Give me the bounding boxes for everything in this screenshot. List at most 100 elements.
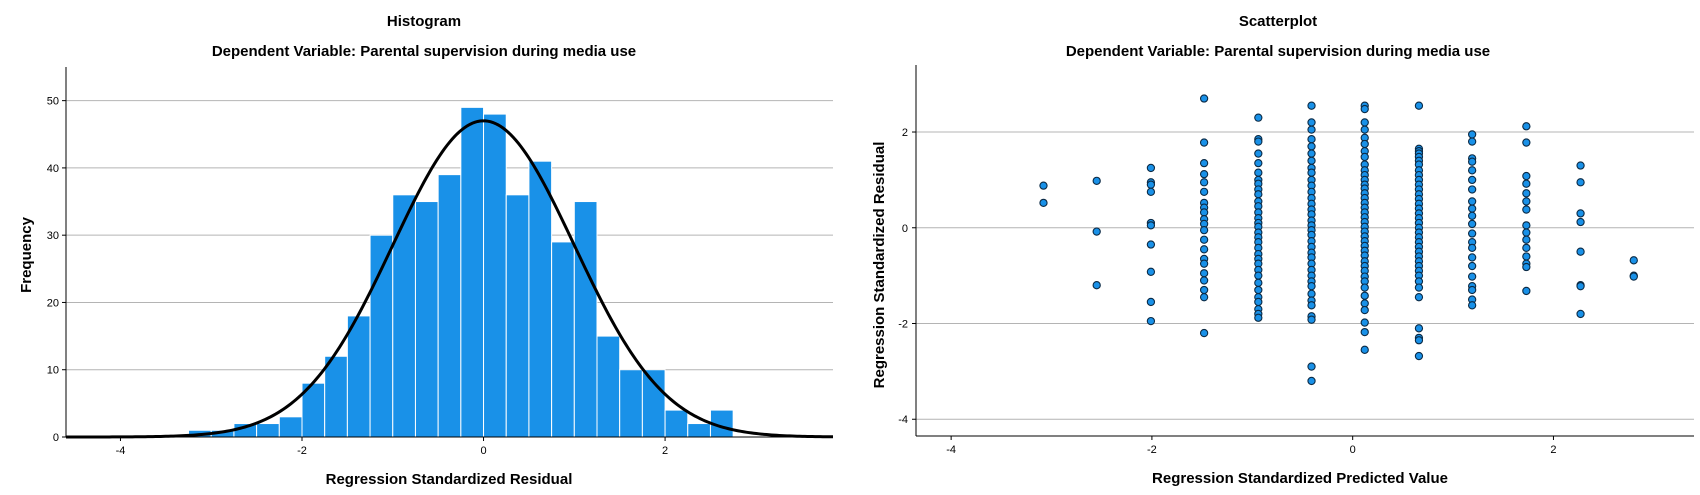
- x-tick-label: 2: [662, 445, 668, 457]
- scatter-point: [1254, 271, 1263, 280]
- histogram-bar: [392, 194, 416, 438]
- scatter-point: [1254, 190, 1263, 199]
- scatter-point: [1360, 125, 1369, 134]
- scatter-point: [1522, 228, 1531, 237]
- scatter-point: [1360, 291, 1369, 300]
- scatter-point: [1522, 179, 1531, 188]
- scatter-point: [1467, 229, 1477, 238]
- scatter-point: [1092, 227, 1101, 236]
- scatter-point: [1467, 211, 1477, 220]
- y-tick-label: 0: [902, 223, 908, 235]
- scatter-point: [1307, 282, 1316, 291]
- scatter-point: [1092, 176, 1101, 185]
- x-tick-label: -4: [116, 445, 126, 457]
- y-tick-label: 20: [47, 297, 59, 309]
- scatter-point: [1522, 262, 1531, 272]
- scatter-point: [1467, 219, 1477, 229]
- scatterplot-subtitle: Dependent Variable: Parental supervision…: [1066, 43, 1490, 60]
- scatter-point: [1199, 94, 1209, 103]
- histogram-x-axis-title: Regression Standardized Residual: [326, 471, 573, 488]
- scatter-point: [1199, 208, 1209, 217]
- scatter-point: [1199, 293, 1209, 302]
- histogram-bar: [278, 416, 303, 438]
- scatter-point: [1629, 272, 1638, 281]
- scatter-point: [1146, 240, 1156, 249]
- scatter-point: [1360, 139, 1369, 149]
- scatter-point: [1199, 158, 1209, 168]
- x-tick-label: 0: [1350, 444, 1356, 456]
- scatterplot-y-axis-title: Regression Standardized Residual: [871, 142, 888, 389]
- x-tick-label: -2: [1147, 444, 1157, 456]
- histogram-bar: [324, 355, 348, 438]
- scatter-point: [1254, 168, 1263, 177]
- scatter-point: [1199, 259, 1209, 268]
- scatter-point: [1576, 217, 1585, 227]
- scatter-point: [1307, 301, 1316, 310]
- scatter-point: [1307, 118, 1316, 127]
- scatter-point: [1360, 299, 1369, 308]
- scatter-point: [1467, 197, 1477, 206]
- scatter-point: [1146, 316, 1156, 326]
- scatter-point: [1467, 261, 1477, 271]
- y-tick-label: 0: [53, 432, 59, 444]
- scatter-point: [1522, 189, 1531, 198]
- scatter-point: [1254, 149, 1263, 158]
- scatter-point: [1307, 101, 1316, 110]
- x-tick-label: 2: [1550, 444, 1556, 456]
- histogram-y-axis-title: Frequency: [18, 216, 35, 293]
- scatter-point: [1576, 178, 1585, 187]
- scatter-point: [1307, 289, 1316, 298]
- histogram-bar: [664, 409, 689, 438]
- scatter-point: [1522, 252, 1531, 261]
- scatter-point: [1199, 178, 1209, 187]
- scatter-point: [1199, 285, 1209, 295]
- scatter-point: [1039, 198, 1048, 208]
- scatter-point: [1576, 161, 1585, 170]
- histogram-bar: [505, 194, 530, 438]
- x-tick-label: -2: [297, 445, 307, 457]
- scatter-point: [1307, 142, 1316, 151]
- scatter-point: [1360, 152, 1369, 162]
- scatter-point: [1307, 135, 1316, 144]
- y-tick-label: 30: [47, 230, 59, 242]
- y-tick-label: 40: [47, 163, 59, 175]
- y-tick-label: -2: [898, 319, 908, 331]
- scatter-point: [1307, 168, 1316, 177]
- scatter-point: [1199, 235, 1209, 244]
- scatter-point: [1360, 118, 1369, 127]
- scatterplot-x-axis-title: Regression Standardized Predicted Value: [1152, 470, 1448, 487]
- histogram-bar: [687, 423, 711, 438]
- scatter-point: [1576, 247, 1585, 256]
- scatter-point: [1360, 318, 1369, 327]
- histogram-bar: [483, 113, 507, 438]
- scatter-point: [1467, 204, 1477, 213]
- scatter-point: [1522, 235, 1531, 244]
- histogram-bar: [460, 106, 485, 438]
- scatter-point: [1629, 256, 1638, 265]
- scatter-point: [1199, 226, 1209, 235]
- scatter-point: [1414, 324, 1424, 333]
- scatter-point: [1414, 336, 1424, 345]
- histogram-bar: [369, 234, 394, 438]
- scatter-point: [1199, 138, 1209, 147]
- scatter-point: [1146, 180, 1156, 189]
- histogram-title: Histogram: [387, 13, 461, 30]
- scatter-point: [1414, 293, 1424, 302]
- scatter-point: [1467, 185, 1477, 194]
- scatter-point: [1254, 113, 1263, 122]
- scatter-point: [1146, 163, 1156, 173]
- scatter-point: [1467, 243, 1477, 253]
- histogram-bar: [346, 315, 371, 438]
- scatter-point: [1467, 166, 1477, 175]
- scatter-point: [1414, 351, 1424, 361]
- scatterplot-plot: -4 -2 0 2 -4 -2 0 2: [898, 65, 1694, 456]
- scatter-point: [1199, 269, 1209, 278]
- scatter-point: [1522, 221, 1531, 230]
- scatter-point: [1522, 122, 1531, 131]
- scatter-point: [1199, 187, 1209, 197]
- x-tick-label: -4: [946, 444, 956, 456]
- scatter-point: [1039, 181, 1048, 190]
- scatter-point: [1307, 315, 1316, 324]
- scatter-point: [1467, 137, 1477, 146]
